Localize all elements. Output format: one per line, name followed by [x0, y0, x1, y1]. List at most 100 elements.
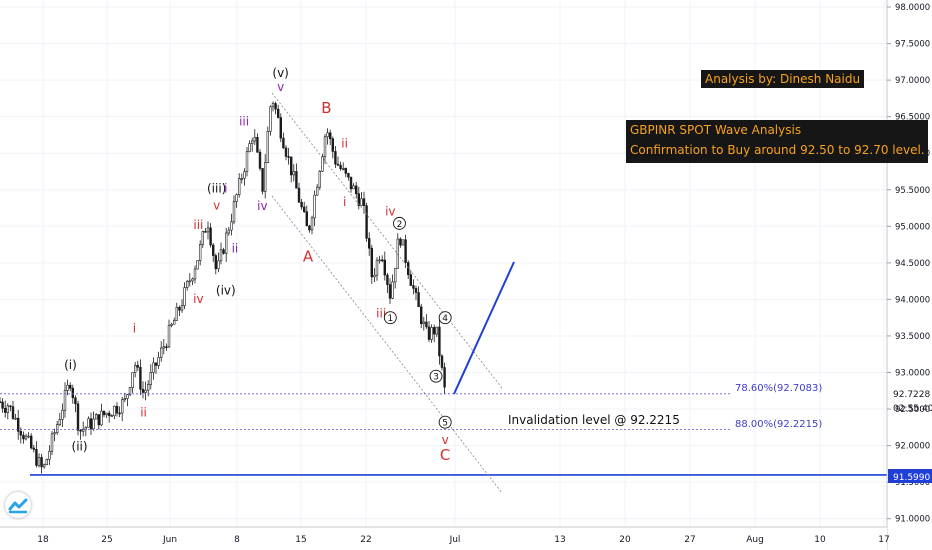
candle-body — [27, 435, 30, 438]
wave-label: iii — [239, 114, 249, 128]
candle-body — [328, 132, 332, 140]
svg-text:2: 2 — [397, 220, 403, 230]
candle-body — [214, 255, 217, 270]
candle-body — [235, 194, 238, 202]
wave-label: C — [440, 446, 450, 464]
wave-label: ii — [341, 136, 348, 150]
candle-body — [308, 225, 311, 231]
candle-body — [341, 168, 345, 170]
support-price-tag-bg — [888, 469, 932, 483]
time-tick-label: 15 — [295, 535, 306, 545]
candle-body — [61, 409, 64, 420]
candle-body — [243, 171, 246, 179]
candle-body — [74, 397, 77, 405]
price-tick-label: 95.5000 — [895, 186, 930, 196]
candle-body — [427, 326, 431, 340]
candle-body — [173, 320, 176, 325]
candle-body — [48, 450, 51, 460]
time-tick-label: 10 — [814, 535, 826, 545]
candle-body — [123, 398, 127, 401]
candle-body — [412, 285, 415, 289]
candle-body — [404, 239, 407, 263]
wave-label: iv — [257, 199, 267, 213]
candle-body — [191, 278, 194, 282]
candle-body — [219, 249, 223, 262]
candle-body — [196, 260, 199, 270]
candle-body — [69, 384, 72, 389]
time-axis[interactable] — [0, 527, 887, 550]
time-tick-label: 25 — [101, 535, 112, 545]
candle-body — [222, 249, 225, 254]
candle-body — [432, 327, 436, 335]
candle-body — [258, 151, 262, 169]
candle-body — [50, 433, 54, 452]
candle-body — [386, 274, 389, 285]
price-tick-label: 91.0000 — [895, 515, 930, 525]
candle-body — [409, 274, 412, 286]
candle-body — [315, 186, 319, 196]
candle-body — [71, 387, 75, 399]
candle-body — [201, 231, 204, 245]
candle-body — [443, 367, 446, 388]
candle-body — [82, 428, 85, 432]
candle-body — [297, 187, 301, 203]
time-tick-label: 8 — [234, 535, 240, 545]
candle-body — [186, 281, 189, 288]
candle-body — [134, 365, 137, 373]
time-tick-label: Jul — [449, 535, 461, 545]
time-tick-label: Aug — [746, 535, 764, 545]
price-axis[interactable] — [887, 0, 932, 550]
candle-body — [95, 414, 98, 420]
price-ticks: 98.000097.500097.000096.500096.000095.50… — [887, 3, 930, 525]
candle-body — [16, 417, 20, 432]
candle-body — [248, 143, 251, 152]
candle-body — [310, 217, 314, 231]
wave-label: (v) — [272, 66, 288, 80]
candle-body — [365, 205, 368, 239]
candle-body — [84, 427, 88, 430]
candle-body — [344, 168, 347, 174]
candle-body — [87, 418, 90, 428]
candle-body — [183, 287, 186, 306]
candle-body — [144, 389, 147, 393]
candle-body — [154, 362, 158, 366]
candle-body — [14, 417, 17, 420]
candle-body — [266, 131, 269, 163]
candle-body — [438, 326, 441, 357]
candle-body — [256, 136, 259, 153]
tradingview-logo-icon[interactable] — [5, 492, 31, 518]
candle-body — [136, 365, 139, 368]
candle-body — [339, 164, 342, 170]
candle-body — [37, 457, 41, 466]
candle-body — [115, 405, 119, 414]
candle-body — [422, 321, 425, 325]
wave-label: i — [343, 195, 346, 209]
candle-body — [347, 173, 350, 178]
wave-label: (iv) — [216, 283, 236, 297]
candle-body — [440, 355, 444, 368]
candle-body — [425, 321, 428, 328]
fib-786-label: 78.60%(92.7083) — [735, 383, 822, 394]
candle-body — [35, 449, 38, 466]
wave-label: iii — [376, 307, 386, 321]
candle-body — [240, 178, 243, 180]
candle-body — [300, 201, 303, 208]
candle-body — [253, 136, 256, 142]
candle-body — [331, 138, 334, 152]
candle-body — [157, 357, 160, 366]
candle-body — [32, 447, 36, 450]
candle-body — [209, 227, 212, 246]
wave-label: iv — [193, 292, 203, 306]
candle-body — [63, 390, 67, 411]
candle-body — [89, 418, 93, 430]
candle-body — [131, 372, 134, 388]
candle-body — [271, 103, 275, 108]
analysis-title-box: GBPINR SPOT Wave Analysis Confirmation t… — [626, 120, 928, 163]
channel-lower-line — [271, 195, 503, 494]
candle-body — [162, 346, 165, 349]
candle-body — [419, 306, 423, 325]
wave-circle-label: 2 — [393, 216, 406, 230]
wave-label: ii — [232, 242, 239, 256]
candle-body — [225, 232, 228, 254]
